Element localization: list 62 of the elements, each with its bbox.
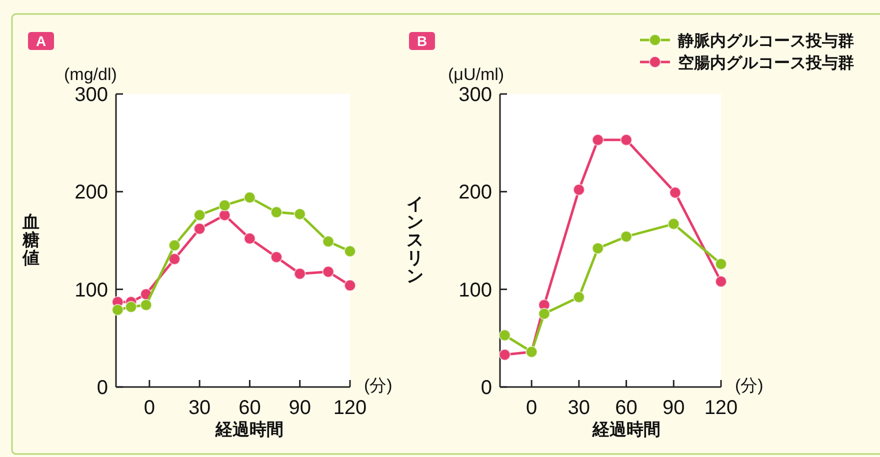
point xyxy=(322,235,334,248)
x-tick-label: 120 xyxy=(333,397,367,419)
point xyxy=(112,304,124,316)
y-tick-label: 200 xyxy=(74,182,108,204)
point xyxy=(294,268,306,280)
x-tick-label: 90 xyxy=(288,397,311,419)
point xyxy=(168,253,180,266)
point xyxy=(322,266,334,278)
point xyxy=(572,291,585,304)
point xyxy=(168,239,180,252)
y-tick-label: 300 xyxy=(74,84,108,106)
x-axis-title: 経過時間 xyxy=(214,420,284,439)
point xyxy=(592,242,604,254)
legend-label: 静脈内グルコース投与群 xyxy=(677,32,854,50)
point xyxy=(344,279,356,292)
point xyxy=(294,208,306,220)
x-tick-label: 30 xyxy=(188,397,211,419)
point xyxy=(244,192,256,204)
point xyxy=(620,134,632,146)
y-tick-label: 300 xyxy=(458,84,492,106)
point xyxy=(668,218,680,230)
y-tick-label: 100 xyxy=(458,279,492,302)
point xyxy=(669,186,682,199)
y-tick-label: 200 xyxy=(458,182,492,204)
point xyxy=(244,232,256,245)
point xyxy=(572,184,585,196)
x-tick-label: 0 xyxy=(144,397,155,419)
text: (分) xyxy=(364,376,392,395)
chart-title: A xyxy=(36,33,46,49)
point xyxy=(344,245,356,258)
point xyxy=(620,230,632,243)
text: (mg/dl) xyxy=(64,65,117,84)
chart-title: B xyxy=(416,33,428,49)
point xyxy=(218,199,231,212)
text: (μU/ml) xyxy=(448,65,504,84)
point xyxy=(715,276,727,288)
point xyxy=(270,251,282,264)
text: (分) xyxy=(735,376,764,395)
x-tick-label: 60 xyxy=(238,397,261,419)
point xyxy=(140,298,152,311)
point xyxy=(498,329,511,342)
x-tick-label: 60 xyxy=(615,397,638,419)
x-tick-label: 120 xyxy=(704,397,738,419)
x-tick-label: 0 xyxy=(526,397,538,419)
x-tick-label: 90 xyxy=(662,397,685,419)
point xyxy=(218,209,231,222)
y-axis-title: 血糖値 xyxy=(22,212,40,268)
point xyxy=(270,206,282,218)
point xyxy=(592,134,604,146)
y-tick-label: 0 xyxy=(96,377,108,399)
y-tick-label: 0 xyxy=(480,377,492,399)
legend-label: 空腸内グルコース投与群 xyxy=(678,54,854,72)
point xyxy=(538,308,550,320)
point xyxy=(498,348,511,361)
y-tick-label: 100 xyxy=(74,279,108,302)
x-axis-title: 経過時間 xyxy=(591,420,660,439)
x-tick-label: 30 xyxy=(568,397,590,419)
point xyxy=(125,300,138,313)
point xyxy=(715,258,727,270)
y-axis-title: インスリン xyxy=(406,194,424,286)
point xyxy=(194,222,206,235)
point xyxy=(194,209,206,222)
